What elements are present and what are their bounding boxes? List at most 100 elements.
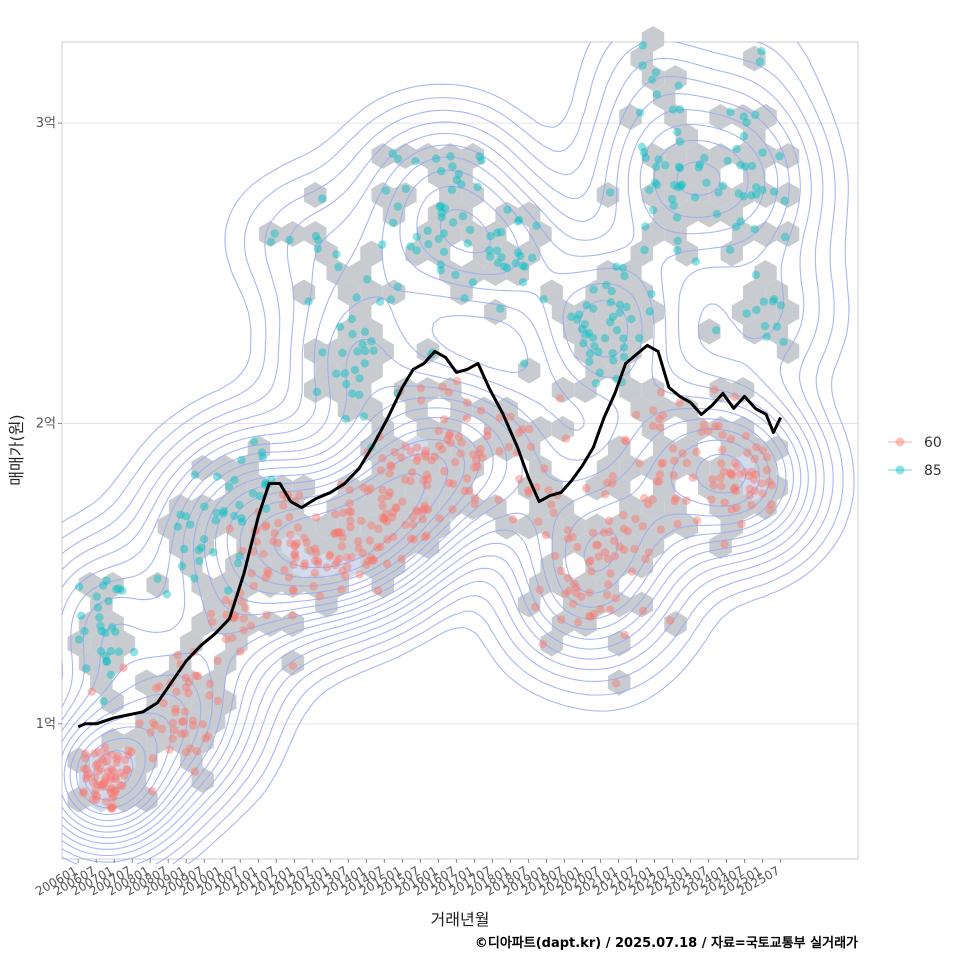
data-point — [732, 222, 741, 231]
series-85 — [74, 41, 790, 706]
hexbin-cell — [540, 630, 563, 657]
data-point — [572, 315, 582, 324]
data-point — [652, 180, 662, 190]
hexbin-cell — [416, 221, 440, 247]
data-point — [478, 453, 487, 462]
data-point — [440, 204, 450, 213]
legend: 60 85 — [888, 435, 942, 479]
data-point — [262, 521, 271, 530]
data-point — [725, 245, 735, 254]
data-point — [176, 510, 185, 520]
hexbin-cell — [529, 494, 552, 520]
hexbin-cell — [180, 552, 203, 579]
data-point — [345, 507, 354, 516]
hexbin-cell — [292, 552, 316, 579]
data-point — [439, 229, 448, 238]
data-point — [348, 389, 357, 398]
hexbin-cell — [416, 494, 440, 520]
data-point — [230, 613, 239, 622]
hexbin-cell — [461, 494, 485, 520]
data-point — [549, 508, 558, 517]
data-point — [600, 334, 610, 343]
data-point — [83, 771, 92, 780]
data-point — [736, 160, 745, 170]
hexbin-cell — [101, 728, 124, 754]
data-point — [186, 520, 195, 529]
data-point — [496, 228, 506, 237]
data-point — [716, 473, 725, 483]
data-point — [582, 484, 591, 493]
data-point — [655, 470, 665, 479]
data-point — [465, 225, 475, 235]
data-point — [199, 535, 209, 544]
data-point — [669, 471, 678, 480]
hexbin-cell — [191, 533, 214, 559]
data-point — [237, 597, 246, 606]
hexbin-cell — [461, 455, 485, 481]
data-point — [439, 247, 449, 256]
data-point — [635, 334, 644, 343]
data-point — [181, 683, 191, 692]
hexbin-cell — [281, 221, 304, 247]
data-point — [440, 467, 449, 476]
data-point — [485, 252, 495, 261]
data-point — [593, 540, 602, 550]
legend-item-85: 85 — [888, 463, 942, 479]
hexbin-cell — [607, 474, 631, 501]
data-point — [691, 257, 700, 266]
data-point — [108, 802, 118, 812]
data-point — [670, 496, 679, 506]
data-point — [346, 516, 355, 525]
data-point — [74, 635, 84, 644]
data-point — [99, 697, 108, 706]
data-point — [727, 469, 736, 478]
hexbin-cell — [743, 45, 766, 72]
data-point — [312, 387, 322, 397]
hexbin-cell — [202, 669, 226, 696]
data-point — [440, 415, 449, 424]
data-point — [82, 774, 91, 783]
data-point — [672, 213, 682, 222]
data-point — [639, 606, 648, 615]
hexbin-cell — [585, 591, 608, 618]
hexbin-cell — [416, 416, 440, 442]
data-point — [401, 442, 410, 451]
hexbin-cell — [743, 162, 766, 189]
data-point — [151, 721, 160, 730]
data-point — [762, 465, 772, 475]
data-point — [655, 414, 664, 424]
series-60 — [79, 376, 777, 813]
data-point — [96, 621, 105, 631]
data-point — [603, 554, 613, 563]
data-point — [315, 592, 325, 601]
data-point — [618, 263, 628, 272]
data-point — [730, 392, 739, 402]
data-point — [606, 318, 615, 327]
data-point — [483, 431, 492, 441]
data-point — [149, 718, 158, 728]
data-point — [648, 75, 657, 84]
data-point — [79, 789, 88, 798]
data-point — [430, 452, 440, 461]
hexbin-cell — [337, 474, 361, 501]
data-point — [325, 552, 334, 561]
hexbin-cell — [191, 728, 214, 754]
data-point — [569, 599, 578, 609]
data-point — [342, 379, 351, 389]
data-point — [84, 769, 94, 778]
hexbin-cell — [641, 65, 665, 91]
data-point — [717, 459, 726, 468]
data-point — [476, 406, 486, 415]
data-point — [667, 194, 677, 204]
data-point — [630, 544, 639, 554]
data-point — [424, 240, 433, 249]
hexbin-cell — [258, 533, 282, 559]
data-point — [640, 245, 649, 255]
data-point — [391, 503, 400, 512]
data-point — [146, 728, 155, 737]
data-point — [645, 185, 654, 195]
data-point — [331, 510, 340, 519]
data-point — [228, 633, 237, 643]
data-point — [354, 537, 363, 546]
data-point — [333, 528, 342, 537]
